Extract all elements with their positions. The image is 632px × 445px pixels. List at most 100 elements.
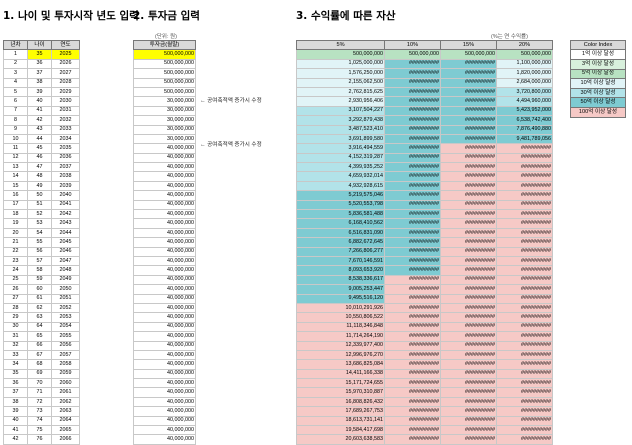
cell-age[interactable]: 36 xyxy=(27,58,52,70)
cell-age[interactable]: 41 xyxy=(27,105,52,117)
cell-rate-10[interactable]: ########## xyxy=(384,321,441,333)
cell-rate-15[interactable]: ########## xyxy=(440,424,497,436)
cell-rate-10[interactable]: ########## xyxy=(384,227,441,239)
cell-age[interactable]: 69 xyxy=(27,368,52,380)
cell-age[interactable]: 72 xyxy=(27,396,52,408)
cell-rate-10[interactable]: ########## xyxy=(384,58,441,70)
cell-investment[interactable]: 30,000,000 xyxy=(133,105,196,117)
cell-rate-5[interactable]: 4,932,928,615 xyxy=(296,180,385,192)
cell-investment[interactable]: 500,000,000 xyxy=(133,49,196,60)
cell-age[interactable]: 53 xyxy=(27,218,52,229)
cell-rate-20[interactable]: ########## xyxy=(496,162,553,173)
cell-age[interactable]: 35 xyxy=(27,49,52,60)
cell-rate-10[interactable]: ########## xyxy=(384,105,441,117)
cell-investment[interactable]: 30,000,000 xyxy=(133,115,196,126)
cell-year[interactable]: 2054 xyxy=(51,321,80,333)
cell-year[interactable]: 2047 xyxy=(51,255,80,267)
cell-rate-10[interactable]: ########## xyxy=(384,340,441,351)
cell-investment[interactable]: 30,000,000 xyxy=(133,133,196,145)
cell-rate-20[interactable]: ########## xyxy=(496,331,553,342)
cell-year[interactable]: 2043 xyxy=(51,218,80,229)
cell-rate-10[interactable]: ########## xyxy=(384,124,441,135)
cell-age[interactable]: 50 xyxy=(27,190,52,201)
cell-rate-20[interactable]: 2,684,000,000 xyxy=(496,77,553,88)
cell-age[interactable]: 73 xyxy=(27,406,52,417)
cell-investment[interactable]: 40,000,000 xyxy=(133,218,196,229)
cell-year[interactable]: 2038 xyxy=(51,171,80,182)
cell-investment[interactable]: 30,000,000 xyxy=(133,124,196,135)
cell-year-index[interactable]: 20 xyxy=(3,227,28,239)
cell-investment[interactable]: 40,000,000 xyxy=(133,340,196,351)
cell-investment[interactable]: 40,000,000 xyxy=(133,302,196,314)
cell-rate-10[interactable]: ########## xyxy=(384,396,441,408)
cell-investment[interactable]: 500,000,000 xyxy=(133,68,196,79)
cell-age[interactable]: 65 xyxy=(27,331,52,342)
cell-year-index[interactable]: 7 xyxy=(3,105,28,117)
cell-rate-5[interactable]: 6,882,672,645 xyxy=(296,237,385,248)
cell-rate-15[interactable]: 500,000,000 xyxy=(440,49,497,60)
cell-rate-10[interactable]: ########## xyxy=(384,274,441,286)
cell-year[interactable]: 2041 xyxy=(51,199,80,211)
cell-rate-5[interactable]: 5,836,581,488 xyxy=(296,209,385,220)
cell-year[interactable]: 2045 xyxy=(51,237,80,248)
cell-rate-20[interactable]: 7,876,490,880 xyxy=(496,124,553,135)
cell-rate-10[interactable]: ########## xyxy=(384,359,441,370)
cell-rate-20[interactable]: 6,538,742,400 xyxy=(496,115,553,126)
cell-year[interactable]: 2025 xyxy=(51,49,80,60)
cell-year-index[interactable]: 28 xyxy=(3,302,28,314)
cell-rate-10[interactable]: ########## xyxy=(384,387,441,398)
cell-year-index[interactable]: 14 xyxy=(3,171,28,182)
cell-year-index[interactable]: 37 xyxy=(3,387,28,398)
cell-investment[interactable]: 40,000,000 xyxy=(133,246,196,258)
cell-rate-10[interactable]: ########## xyxy=(384,302,441,314)
cell-investment[interactable]: 40,000,000 xyxy=(133,227,196,239)
cell-age[interactable]: 68 xyxy=(27,359,52,370)
cell-rate-5[interactable]: 17,689,267,753 xyxy=(296,406,385,417)
cell-age[interactable]: 70 xyxy=(27,378,52,389)
cell-year[interactable]: 2061 xyxy=(51,387,80,398)
cell-year[interactable]: 2049 xyxy=(51,274,80,286)
cell-year-index[interactable]: 2 xyxy=(3,58,28,70)
cell-year[interactable]: 2056 xyxy=(51,340,80,351)
cell-age[interactable]: 62 xyxy=(27,302,52,314)
cell-year[interactable]: 2035 xyxy=(51,143,80,154)
cell-rate-20[interactable]: 1,820,000,000 xyxy=(496,68,553,79)
cell-investment[interactable]: 30,000,000 xyxy=(133,96,196,107)
cell-rate-15[interactable]: ########## xyxy=(440,86,497,98)
cell-investment[interactable]: 40,000,000 xyxy=(133,152,196,164)
cell-rate-10[interactable]: ########## xyxy=(384,115,441,126)
cell-year-index[interactable]: 12 xyxy=(3,152,28,164)
cell-year-index[interactable]: 33 xyxy=(3,349,28,361)
cell-rate-5[interactable]: 1,025,000,000 xyxy=(296,58,385,70)
cell-rate-5[interactable]: 19,584,417,698 xyxy=(296,424,385,436)
cell-year[interactable]: 2059 xyxy=(51,368,80,380)
cell-rate-5[interactable]: 2,155,062,500 xyxy=(296,77,385,88)
cell-age[interactable]: 45 xyxy=(27,143,52,154)
cell-year-index[interactable]: 18 xyxy=(3,209,28,220)
cell-rate-15[interactable]: ########## xyxy=(440,387,497,398)
cell-rate-20[interactable]: ########## xyxy=(496,302,553,314)
cell-year[interactable]: 2036 xyxy=(51,152,80,164)
cell-age[interactable]: 59 xyxy=(27,274,52,286)
cell-rate-15[interactable]: ########## xyxy=(440,255,497,267)
cell-year-index[interactable]: 29 xyxy=(3,312,28,323)
cell-rate-5[interactable]: 6,516,831,090 xyxy=(296,227,385,239)
cell-year-index[interactable]: 17 xyxy=(3,199,28,211)
cell-investment[interactable]: 40,000,000 xyxy=(133,368,196,380)
cell-investment[interactable]: 40,000,000 xyxy=(133,265,196,276)
cell-year[interactable]: 2027 xyxy=(51,68,80,79)
cell-investment[interactable]: 40,000,000 xyxy=(133,321,196,333)
cell-age[interactable]: 66 xyxy=(27,340,52,351)
cell-rate-15[interactable]: ########## xyxy=(440,302,497,314)
cell-rate-15[interactable]: ########## xyxy=(440,105,497,117)
cell-rate-15[interactable]: ########## xyxy=(440,434,497,445)
cell-year-index[interactable]: 30 xyxy=(3,321,28,333)
cell-age[interactable]: 51 xyxy=(27,199,52,211)
cell-year-index[interactable]: 13 xyxy=(3,162,28,173)
cell-year-index[interactable]: 27 xyxy=(3,293,28,304)
cell-age[interactable]: 39 xyxy=(27,86,52,98)
cell-rate-15[interactable]: ########## xyxy=(440,265,497,276)
cell-year[interactable]: 2028 xyxy=(51,77,80,88)
cell-rate-20[interactable]: 1,100,000,000 xyxy=(496,58,553,70)
cell-rate-5[interactable]: 12,996,976,270 xyxy=(296,349,385,361)
